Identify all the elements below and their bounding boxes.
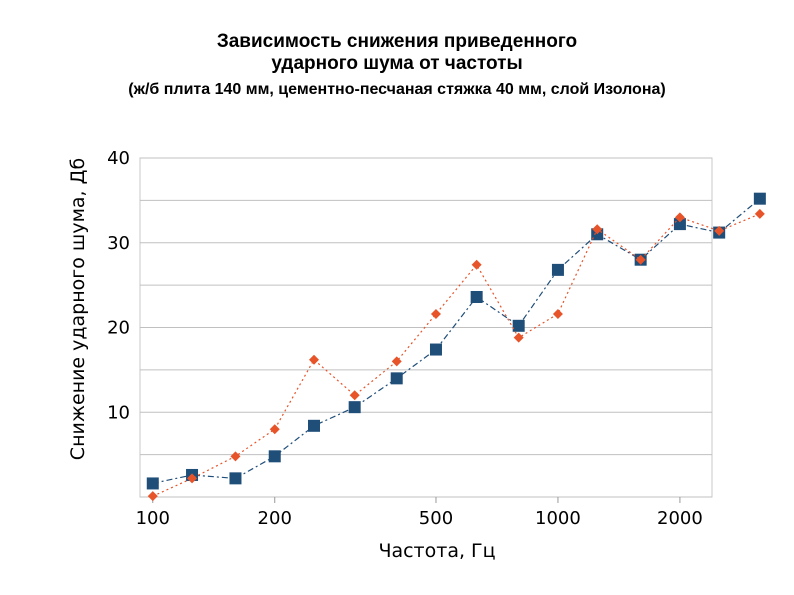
chart-subtitle: (ж/б плита 140 мм, цементно-песчаная стя…: [128, 81, 666, 98]
data-point-diamond: [471, 259, 482, 270]
series-line: [152, 213, 761, 497]
chart-title-line2: ударного шума от частоты: [271, 53, 523, 74]
data-point-square: [512, 319, 525, 332]
data-point-square: [146, 477, 159, 490]
data-point-square: [429, 343, 442, 356]
data-point-diamond: [147, 491, 158, 502]
data-point-diamond: [391, 356, 402, 367]
data-point-square: [551, 263, 564, 276]
data-point-square: [348, 401, 361, 414]
x-tick-label: 200: [258, 508, 292, 529]
x-tick-label: 100: [136, 508, 170, 529]
x-axis-label: Частота, Гц: [378, 540, 495, 562]
y-axis-label: Снижение ударного шума, Дб: [67, 158, 89, 460]
y-tick-label: 30: [107, 233, 130, 254]
data-point-diamond: [230, 451, 241, 462]
axes: 10 20 30 40 100 200 500 1000 2000: [107, 148, 703, 529]
y-tick-label: 10: [107, 402, 130, 423]
chart-title: Зависимость снижения приведенного: [216, 31, 578, 52]
data-point-diamond: [187, 473, 198, 484]
x-tick-label: 1000: [535, 508, 581, 529]
data-point-square: [229, 472, 242, 485]
data-point-diamond: [513, 332, 524, 343]
series-group: [146, 192, 766, 502]
data-point-square: [268, 450, 281, 463]
data-point-diamond: [552, 308, 563, 319]
data-point-diamond: [430, 308, 441, 319]
x-tick-label: 500: [419, 508, 453, 529]
grid: [139, 157, 713, 498]
data-point-diamond: [714, 225, 725, 236]
data-point-diamond: [309, 354, 320, 365]
data-point-square: [470, 290, 483, 303]
data-point-diamond: [592, 224, 603, 235]
data-point-square: [753, 192, 766, 205]
data-point-square: [673, 218, 686, 231]
data-point-square: [308, 419, 321, 432]
data-point-square: [390, 372, 403, 385]
data-point-diamond: [635, 254, 646, 265]
x-tick-label: 2000: [657, 508, 703, 529]
data-point-square: [591, 228, 604, 241]
data-point-diamond: [269, 424, 280, 435]
data-point-diamond: [349, 390, 360, 401]
y-tick-label: 20: [107, 318, 130, 339]
data-point-diamond: [674, 212, 685, 223]
series-line: [152, 198, 761, 484]
y-tick-label: 40: [107, 148, 130, 169]
data-point-diamond: [754, 208, 765, 219]
